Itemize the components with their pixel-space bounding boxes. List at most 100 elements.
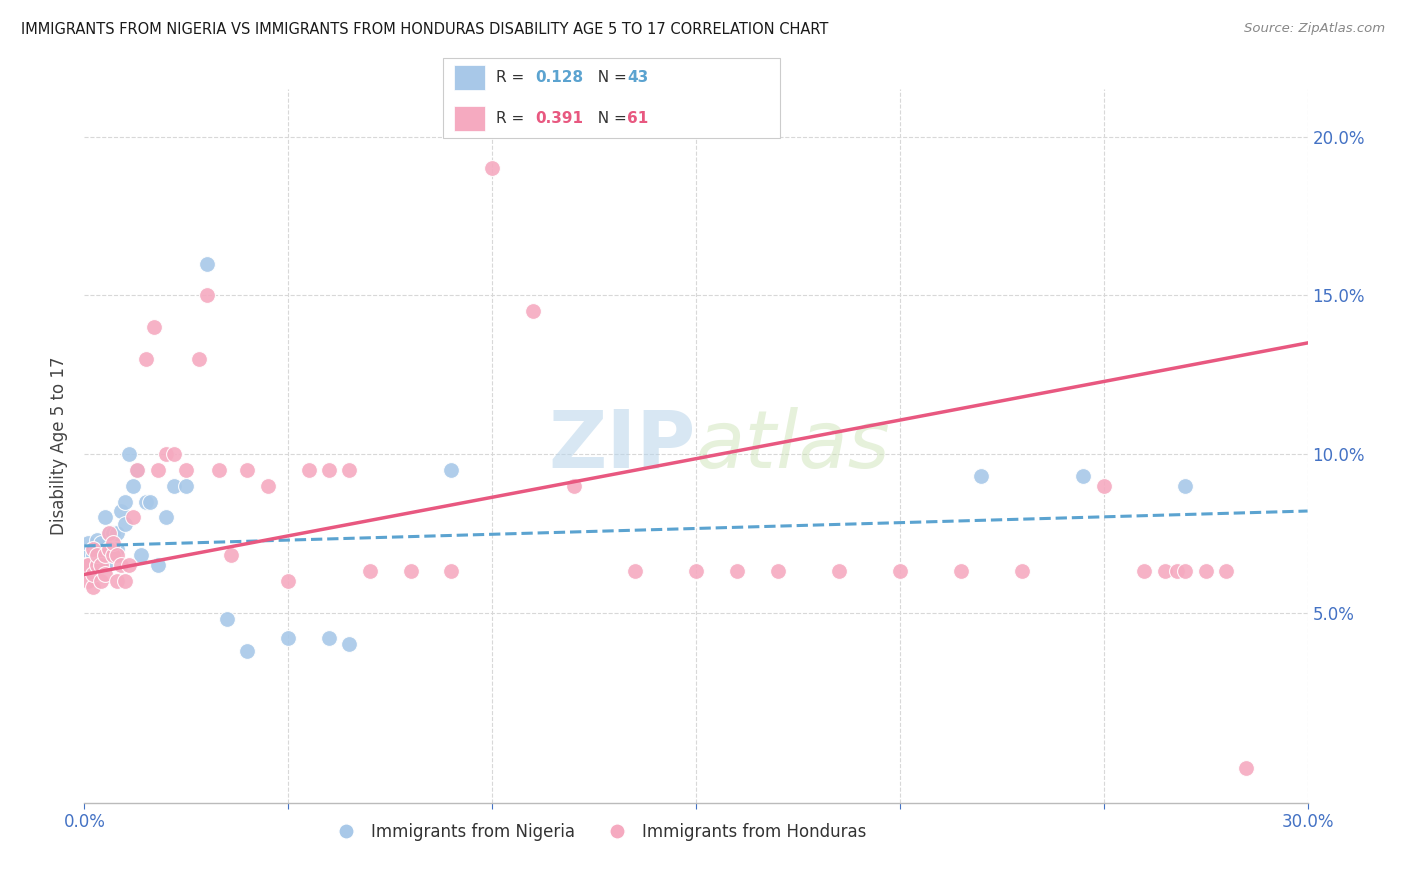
Point bbox=[195, 288, 218, 302]
Point bbox=[1133, 564, 1156, 578]
Text: 61: 61 bbox=[627, 112, 648, 126]
Point bbox=[82, 542, 104, 557]
Point bbox=[1166, 564, 1188, 578]
Point bbox=[114, 494, 136, 508]
Point bbox=[114, 574, 136, 588]
Point bbox=[481, 161, 503, 176]
Point bbox=[127, 463, 149, 477]
Point bbox=[142, 320, 165, 334]
Point bbox=[219, 549, 242, 563]
Point bbox=[114, 516, 136, 531]
Point bbox=[236, 463, 259, 477]
Point bbox=[77, 558, 100, 572]
Point bbox=[77, 535, 100, 549]
Point bbox=[110, 504, 132, 518]
Point bbox=[339, 463, 361, 477]
Point bbox=[146, 558, 169, 572]
Point bbox=[101, 535, 124, 549]
Point bbox=[90, 549, 112, 563]
Point bbox=[101, 549, 124, 563]
Point bbox=[440, 564, 463, 578]
Text: Source: ZipAtlas.com: Source: ZipAtlas.com bbox=[1244, 22, 1385, 36]
Point bbox=[90, 558, 112, 572]
Point bbox=[138, 494, 160, 508]
Point bbox=[828, 564, 851, 578]
Point bbox=[86, 558, 108, 572]
Point bbox=[725, 564, 748, 578]
Point bbox=[277, 574, 299, 588]
Point bbox=[298, 463, 321, 477]
Text: R =: R = bbox=[496, 112, 530, 126]
Point bbox=[1195, 564, 1218, 578]
Text: R =: R = bbox=[496, 70, 530, 85]
Point bbox=[82, 558, 104, 572]
Point bbox=[82, 580, 104, 594]
Point bbox=[236, 643, 259, 657]
Point bbox=[624, 564, 647, 578]
Y-axis label: Disability Age 5 to 17: Disability Age 5 to 17 bbox=[49, 357, 67, 535]
Point bbox=[950, 564, 973, 578]
Point bbox=[208, 463, 231, 477]
Point bbox=[1174, 478, 1197, 492]
Point bbox=[135, 351, 157, 366]
Point bbox=[105, 526, 128, 541]
Point bbox=[174, 463, 197, 477]
Point bbox=[174, 478, 197, 492]
Text: 0.128: 0.128 bbox=[536, 70, 583, 85]
Point bbox=[127, 463, 149, 477]
Point bbox=[339, 637, 361, 651]
Point bbox=[685, 564, 707, 578]
Point bbox=[135, 494, 157, 508]
Point bbox=[1154, 564, 1177, 578]
Point bbox=[562, 478, 585, 492]
Point bbox=[110, 558, 132, 572]
Point bbox=[101, 549, 124, 563]
Point bbox=[766, 564, 789, 578]
Point bbox=[399, 564, 422, 578]
Point bbox=[101, 526, 124, 541]
Point bbox=[97, 526, 120, 541]
Text: IMMIGRANTS FROM NIGERIA VS IMMIGRANTS FROM HONDURAS DISABILITY AGE 5 TO 17 CORRE: IMMIGRANTS FROM NIGERIA VS IMMIGRANTS FR… bbox=[21, 22, 828, 37]
Point bbox=[90, 574, 112, 588]
Point bbox=[1215, 564, 1237, 578]
Point bbox=[82, 549, 104, 563]
Point bbox=[122, 478, 145, 492]
Point bbox=[1236, 761, 1258, 775]
Point bbox=[217, 612, 239, 626]
Point bbox=[77, 574, 100, 588]
Point bbox=[118, 447, 141, 461]
Point bbox=[257, 478, 280, 492]
Point bbox=[97, 526, 120, 541]
Legend: Immigrants from Nigeria, Immigrants from Honduras: Immigrants from Nigeria, Immigrants from… bbox=[323, 817, 873, 848]
Point bbox=[82, 567, 104, 582]
Point bbox=[93, 549, 115, 563]
Point bbox=[163, 447, 186, 461]
Point bbox=[155, 510, 177, 524]
Point bbox=[93, 567, 115, 582]
Point bbox=[97, 542, 120, 557]
Point bbox=[105, 574, 128, 588]
Text: N =: N = bbox=[588, 70, 631, 85]
Point bbox=[889, 564, 911, 578]
Point bbox=[82, 542, 104, 557]
Point bbox=[359, 564, 381, 578]
Point bbox=[93, 510, 115, 524]
Text: 0.391: 0.391 bbox=[536, 112, 583, 126]
Point bbox=[318, 463, 340, 477]
Point bbox=[93, 549, 115, 563]
Point bbox=[970, 469, 993, 483]
Point bbox=[122, 510, 145, 524]
Point bbox=[277, 631, 299, 645]
Text: N =: N = bbox=[588, 112, 631, 126]
Text: atlas: atlas bbox=[696, 407, 891, 485]
Point bbox=[163, 478, 186, 492]
Point bbox=[318, 631, 340, 645]
Point bbox=[1011, 564, 1033, 578]
Point bbox=[146, 463, 169, 477]
Point bbox=[105, 542, 128, 557]
Point bbox=[86, 551, 108, 566]
Point bbox=[131, 549, 153, 563]
Point bbox=[86, 542, 108, 557]
Point bbox=[75, 549, 97, 563]
Point bbox=[522, 304, 544, 318]
